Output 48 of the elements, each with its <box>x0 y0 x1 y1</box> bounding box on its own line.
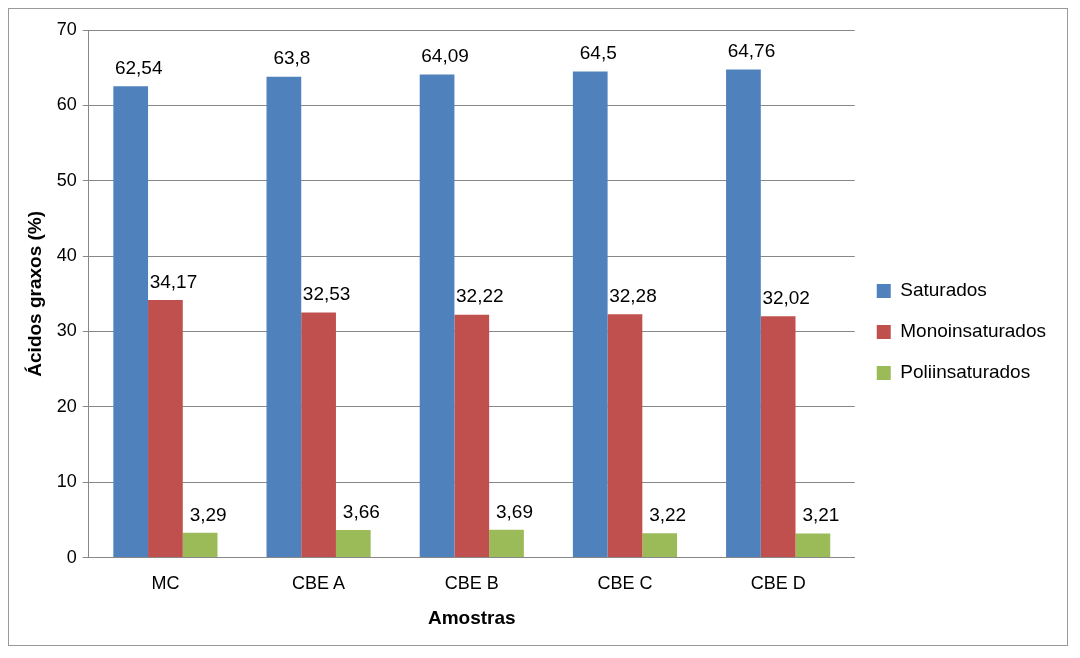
y-tick-label: 20 <box>56 395 77 416</box>
y-tick-label: 10 <box>56 471 77 492</box>
data-label: 3,21 <box>802 504 840 526</box>
x-tick-label: CBE C <box>597 573 653 594</box>
y-tick-label: 50 <box>56 169 77 190</box>
legend-label: Poliinsaturados <box>900 361 1031 383</box>
x-axis-title: Amostras <box>427 606 516 628</box>
x-tick-label: MC <box>151 573 180 594</box>
bar <box>148 300 183 558</box>
bar <box>489 529 524 558</box>
y-tick-label: 0 <box>66 546 77 567</box>
data-label: 3,22 <box>649 504 687 526</box>
data-label: 63,8 <box>273 47 311 69</box>
bar <box>113 86 149 558</box>
data-label: 32,22 <box>456 285 504 307</box>
bar <box>760 316 796 558</box>
x-tick-label: CBE D <box>750 573 806 594</box>
bar <box>607 314 643 558</box>
data-label: 62,54 <box>114 56 163 78</box>
data-label: 32,28 <box>609 285 657 307</box>
data-label: 34,17 <box>149 270 198 292</box>
data-label: 32,02 <box>762 287 810 308</box>
bar <box>642 533 678 558</box>
legend-label: Monoinsaturados <box>900 320 1047 342</box>
data-label: 32,53 <box>302 283 351 305</box>
y-tick-label: 70 <box>56 18 77 39</box>
bar <box>726 69 761 558</box>
legend-label: Saturados <box>900 279 987 301</box>
data-label: 3,69 <box>496 500 533 522</box>
y-axis-title: Ácidos graxos (%) <box>23 210 45 377</box>
data-label: 64,76 <box>727 40 776 62</box>
bar <box>572 71 608 558</box>
bar <box>454 314 490 558</box>
data-label: 64,5 <box>579 42 617 64</box>
bar <box>335 530 371 558</box>
data-label: 64,09 <box>421 45 469 67</box>
y-tick-label: 30 <box>56 320 77 341</box>
y-tick-label: 40 <box>56 245 77 266</box>
bar <box>795 533 831 558</box>
x-tick-label: CBE B <box>444 573 499 594</box>
bar <box>301 312 336 558</box>
bar <box>419 74 455 558</box>
bar <box>266 76 302 558</box>
bar <box>182 532 218 558</box>
data-label: 3,29 <box>189 503 227 525</box>
y-tick-label: 60 <box>56 94 77 115</box>
data-label: 3,66 <box>342 500 380 522</box>
x-tick-label: CBE A <box>292 573 346 594</box>
